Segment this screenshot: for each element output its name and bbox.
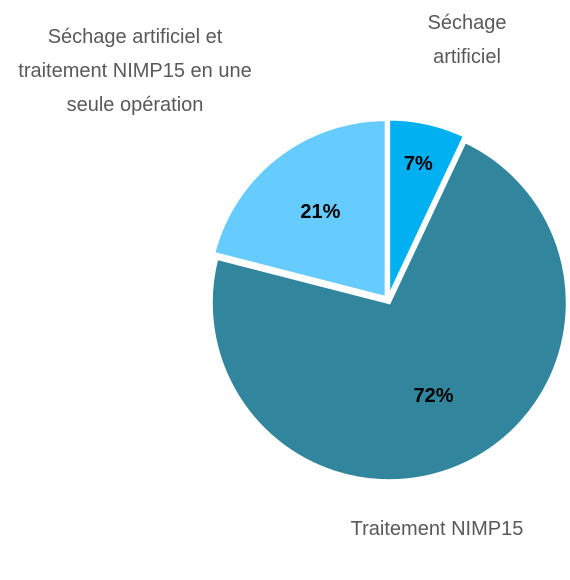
pie-slice — [209, 139, 569, 483]
category-label: Séchage artificiel et traitement NIMP15 … — [18, 26, 252, 116]
data-label: 72% — [413, 385, 453, 407]
category-label: Traitement NIMP15 — [350, 518, 524, 540]
data-label: 7% — [404, 153, 433, 175]
pie-slice — [211, 118, 388, 300]
pie-slice — [387, 117, 467, 298]
data-label: 21% — [300, 201, 340, 223]
category-label: Séchage artificiel — [427, 12, 507, 68]
